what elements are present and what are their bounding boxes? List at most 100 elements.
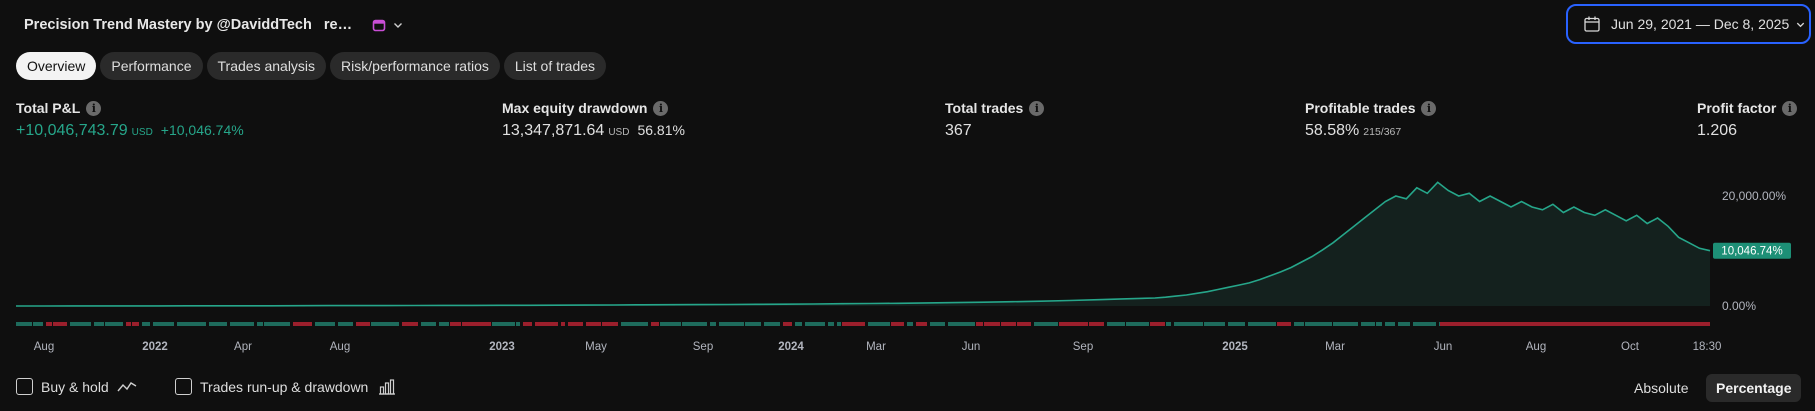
trade-marker: [1166, 322, 1171, 326]
x-tick-label: Sep: [693, 341, 713, 353]
date-range-text: Jun 29, 2021 — Dec 8, 2025: [1611, 16, 1790, 32]
trade-marker: [976, 322, 983, 326]
percentage-button[interactable]: Percentage: [1706, 374, 1802, 402]
info-icon[interactable]: i: [653, 100, 669, 116]
trade-marker: [710, 322, 716, 326]
trade-marker: [948, 322, 975, 326]
trade-marker: [842, 322, 865, 326]
metric-percent: 56.81%: [637, 122, 685, 138]
trade-marker: [651, 322, 659, 326]
metric-label: Max equity drawdown: [502, 100, 648, 116]
tab-trades-analysis[interactable]: Trades analysis: [206, 52, 327, 80]
trade-marker: [293, 322, 312, 326]
line-chart-icon: [117, 381, 137, 391]
date-range-button[interactable]: Jun 29, 2021 — Dec 8, 2025: [1566, 4, 1811, 44]
trade-marker: [828, 322, 834, 326]
metric-value: 13,347,871.64: [502, 122, 605, 139]
trade-marker: [1294, 322, 1304, 326]
buy-hold-checkbox[interactable]: [16, 378, 33, 395]
y-tick-label: 20,000.00%: [1722, 189, 1786, 203]
metric-sub: 215/367: [1363, 126, 1402, 138]
trade-marker: [46, 322, 52, 326]
tab-overview[interactable]: Overview: [16, 52, 97, 80]
x-tick-label: 2022: [142, 341, 168, 353]
trade-marker: [315, 322, 335, 326]
tab-risk-performance-ratios[interactable]: Risk/performance ratios: [330, 52, 500, 80]
trade-marker: [16, 322, 32, 326]
tab-performance[interactable]: Performance: [100, 52, 203, 80]
trade-marker: [1089, 322, 1104, 326]
trade-marker: [764, 322, 780, 326]
trade-marker: [1059, 322, 1088, 326]
trades-runup-checkbox[interactable]: [175, 378, 192, 395]
trade-marker: [795, 322, 802, 326]
strategy-title-text: Precision Trend Mastery by @DaviddTech: [24, 17, 312, 33]
trade-marker: [1001, 322, 1016, 326]
trade-marker: [1333, 322, 1358, 326]
trade-marker: [805, 322, 825, 326]
trade-marker: [719, 322, 744, 326]
strategy-title-suffix: re…: [323, 17, 353, 33]
trade-marker: [1150, 322, 1165, 326]
buy-hold-toggle[interactable]: Buy & hold: [16, 378, 137, 395]
trade-marker: [421, 322, 436, 326]
metric-total-trades: Total trades i 367: [945, 99, 1045, 140]
info-icon[interactable]: i: [86, 100, 102, 116]
chevron-down-icon[interactable]: [392, 19, 404, 31]
trade-marker: [492, 322, 515, 326]
trades-runup-drawdown-toggle[interactable]: Trades run-up & drawdown: [175, 378, 396, 395]
trade-marker: [1228, 322, 1245, 326]
trade-marker: [891, 322, 904, 326]
x-tick-label: 2023: [489, 341, 515, 353]
trade-marker: [1174, 322, 1203, 326]
info-icon[interactable]: i: [1421, 100, 1437, 116]
trade-marker: [402, 322, 418, 326]
trade-marker: [264, 322, 290, 326]
trade-marker: [1204, 322, 1225, 326]
info-icon[interactable]: i: [1029, 100, 1045, 116]
trade-marker: [516, 322, 520, 326]
trade-marker: [1277, 322, 1291, 326]
trade-marker: [1385, 322, 1395, 326]
trade-marker: [682, 322, 707, 326]
y-tick-label: 0.00%: [1722, 299, 1756, 313]
trades-runup-label: Trades run-up & drawdown: [200, 378, 369, 395]
trade-marker: [105, 322, 123, 326]
x-tick-label: Aug: [1526, 341, 1546, 353]
x-tick-label: Oct: [1621, 341, 1640, 353]
metric-profit-factor: Profit factor i 1.206: [1697, 99, 1798, 140]
trade-marker: [916, 322, 927, 326]
trade-marker: [602, 322, 618, 326]
absolute-button[interactable]: Absolute: [1634, 380, 1689, 396]
trade-marker: [1376, 322, 1382, 326]
x-tick-label: 2024: [778, 341, 804, 353]
trade-marker: [1413, 322, 1436, 326]
trade-marker: [371, 322, 399, 326]
trade-marker: [1248, 322, 1276, 326]
metric-value: 58.58%: [1305, 122, 1360, 139]
trade-marker: [586, 322, 601, 326]
equity-chart[interactable]: 20,000.00% 0.00% 10,046.74% Aug 2022 Apr Aug 20…: [0, 150, 1815, 360]
metric-label: Profit factor: [1697, 100, 1777, 116]
x-tick-label: Mar: [1325, 341, 1345, 353]
trade-marker: [535, 322, 558, 326]
trade-marker: [568, 322, 583, 326]
x-tick-label: Mar: [866, 341, 886, 353]
trade-marker: [153, 322, 174, 326]
calendar-icon[interactable]: [372, 18, 386, 32]
trade-marker: [523, 322, 532, 326]
x-tick-label: 18:30: [1693, 341, 1722, 353]
trade-marker: [1361, 322, 1375, 326]
trade-marker: [930, 322, 945, 326]
trade-marker: [338, 322, 353, 326]
trade-marker: [984, 322, 1000, 326]
strategy-title[interactable]: Precision Trend Mastery by @DaviddTech r…: [18, 14, 404, 36]
buy-hold-label: Buy & hold: [41, 378, 109, 395]
trade-marker: [660, 322, 681, 326]
x-tick-label: Aug: [330, 341, 350, 353]
trade-marker: [783, 322, 792, 326]
trade-marker: [1034, 322, 1058, 326]
info-icon[interactable]: i: [1782, 100, 1798, 116]
trade-marker: [132, 322, 139, 326]
tab-list-of-trades[interactable]: List of trades: [503, 52, 607, 80]
